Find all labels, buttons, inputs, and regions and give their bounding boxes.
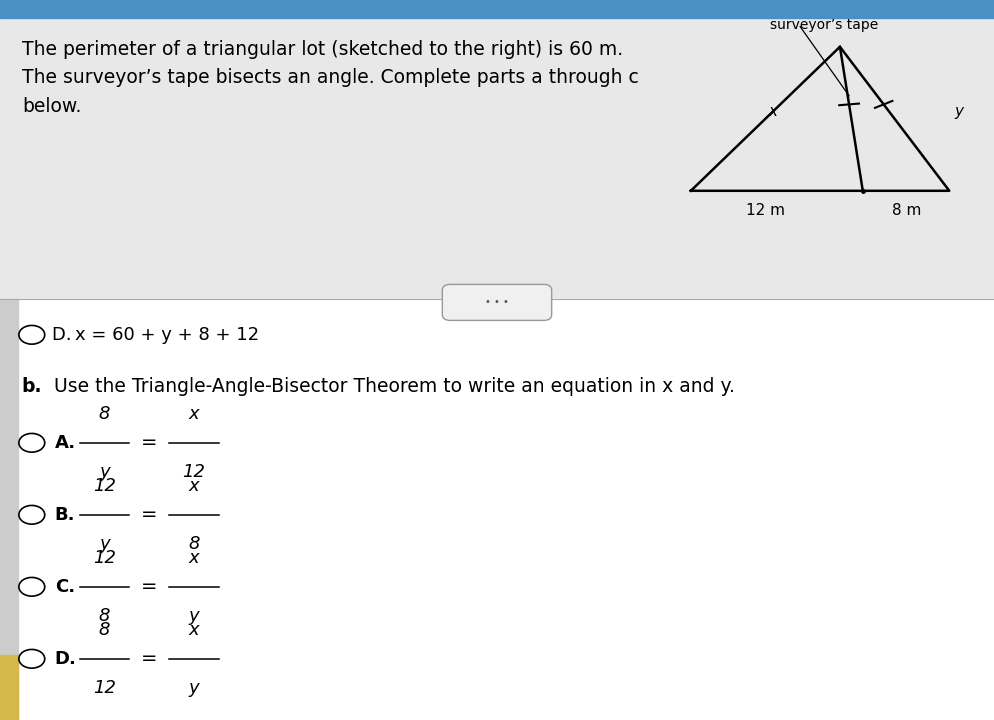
Text: 8: 8 [98,405,110,423]
Text: x: x [189,477,199,495]
Text: 12 m: 12 m [746,203,785,218]
Text: x = 60 + y + 8 + 12: x = 60 + y + 8 + 12 [75,325,258,343]
Text: The perimeter of a triangular lot (sketched to the right) is 60 m.: The perimeter of a triangular lot (sketc… [22,40,623,58]
Text: 8: 8 [98,607,110,625]
Text: y: y [189,679,199,697]
Text: 8: 8 [98,621,110,639]
Text: D.: D. [55,649,77,668]
Text: =: = [141,649,157,668]
Text: 12: 12 [92,477,116,495]
Text: 12: 12 [92,549,116,567]
Text: =: = [141,433,157,452]
Text: D.: D. [52,325,83,343]
Bar [0,299,18,720]
Text: =: = [141,505,157,524]
Text: b.: b. [22,377,43,395]
Text: C.: C. [55,577,75,596]
Text: x: x [768,104,778,119]
Text: x: x [189,405,199,423]
Text: 8: 8 [188,535,200,553]
Text: 12: 12 [92,679,116,697]
Text: 8 m: 8 m [892,203,921,218]
Text: y: y [954,104,964,119]
Text: 12: 12 [182,463,206,481]
Text: x: x [189,621,199,639]
Bar [0,0,994,299]
Text: Use the Triangle-Angle-Bisector Theorem to write an equation in x and y.: Use the Triangle-Angle-Bisector Theorem … [48,377,735,395]
FancyBboxPatch shape [442,284,552,320]
Text: x: x [189,549,199,567]
Text: y: y [99,463,109,481]
Text: The surveyor’s tape bisects an angle. Complete parts a through c: The surveyor’s tape bisects an angle. Co… [22,68,638,87]
Text: • • •: • • • [485,297,509,307]
Text: surveyor’s tape: surveyor’s tape [770,18,879,32]
Bar [0,655,18,720]
Text: y: y [99,535,109,553]
Bar [0,0,994,18]
Text: A.: A. [55,433,76,452]
Text: y: y [189,607,199,625]
Text: B.: B. [55,505,76,524]
Text: =: = [141,577,157,596]
Text: below.: below. [22,97,82,116]
Bar [0,299,994,720]
